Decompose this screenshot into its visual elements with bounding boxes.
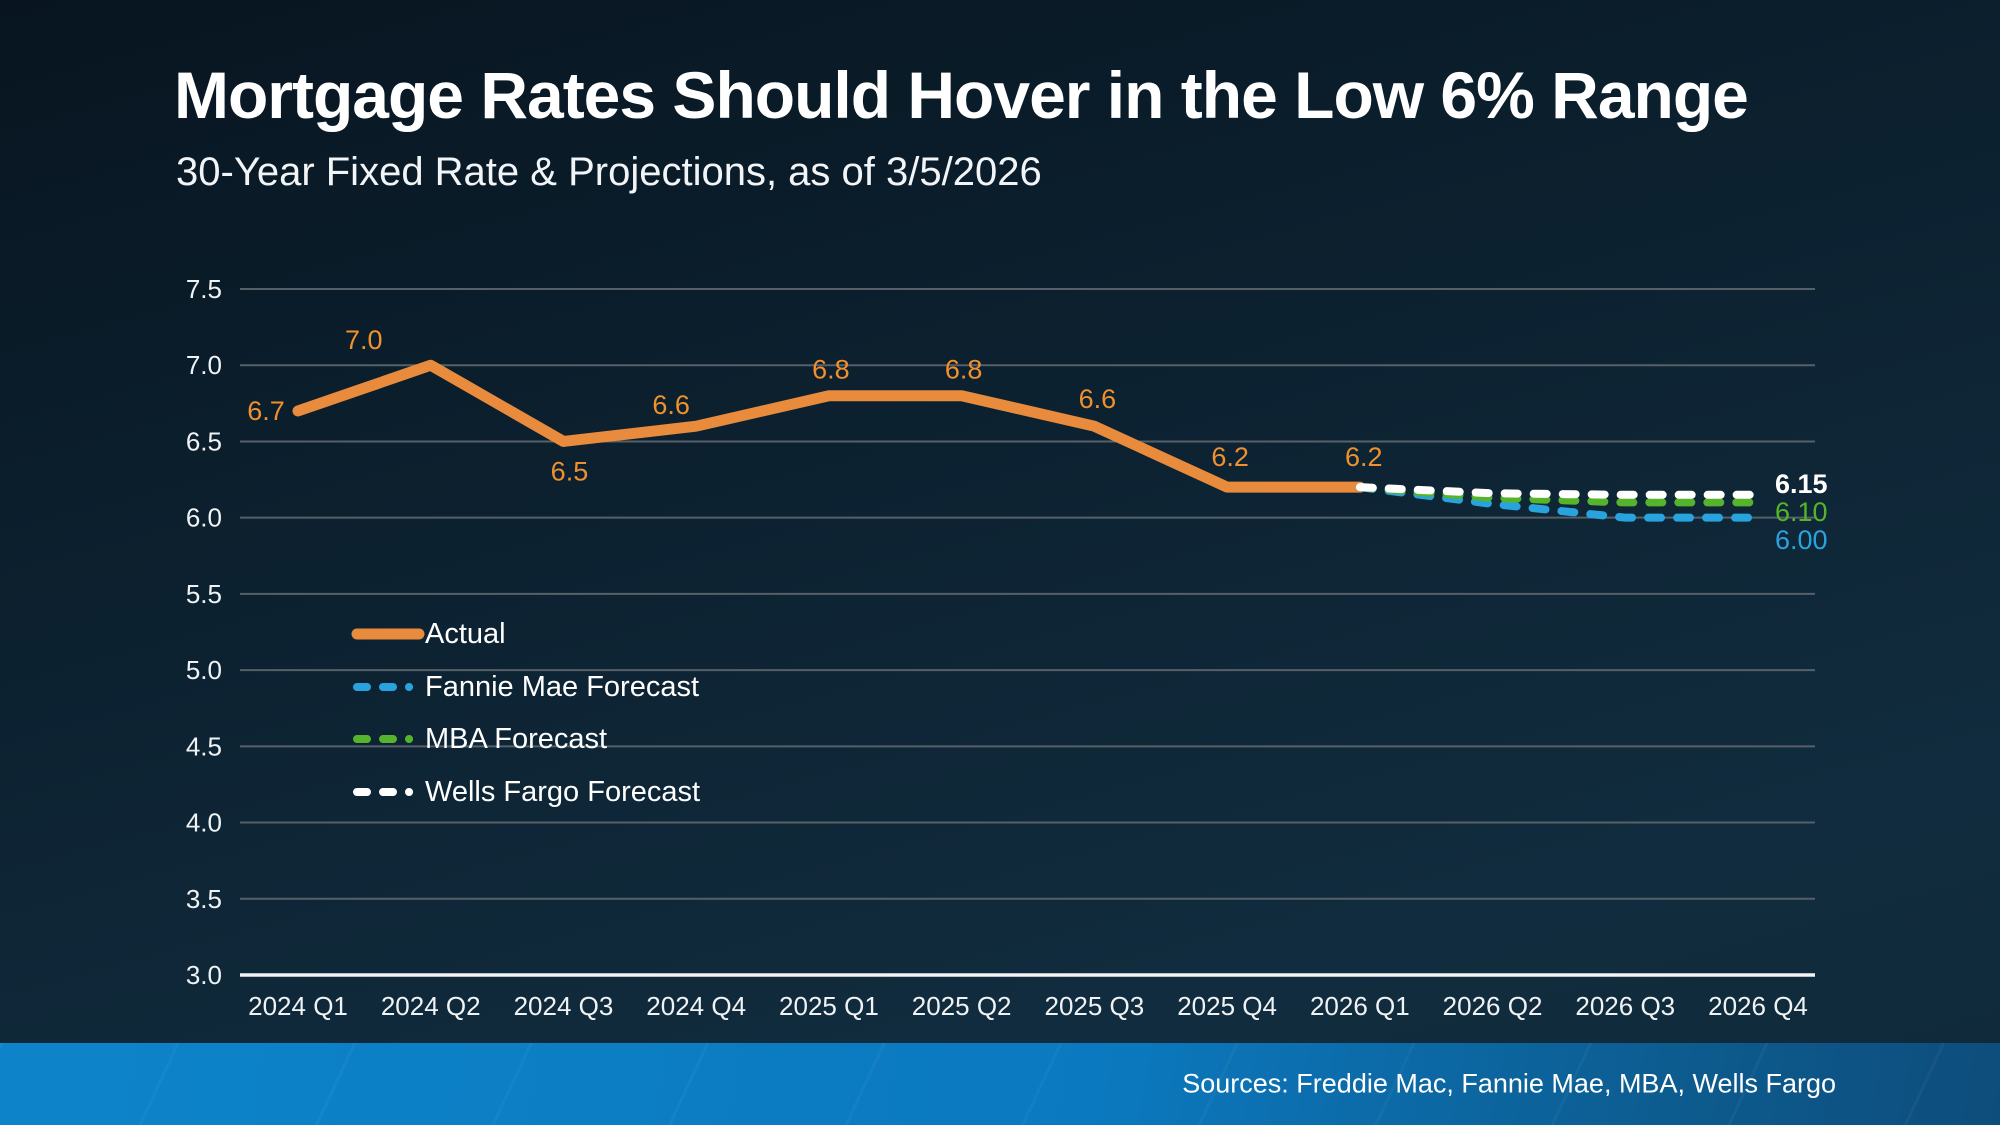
chart-subtitle: 30-Year Fixed Rate & Projections, as of … xyxy=(176,149,1042,194)
y-tick-label: 7.5 xyxy=(186,274,222,304)
x-tick-label: 2024 Q2 xyxy=(381,991,481,1021)
x-tick-label: 2024 Q1 xyxy=(248,991,348,1021)
data-label: 6.8 xyxy=(945,355,983,385)
y-tick-label: 3.0 xyxy=(186,960,222,990)
gridlines-layer: 7.5 7.0 6.5 6.0 5.5 5.0 4.5 4.0 3.5 3.0 2024 Q1 202… xyxy=(186,274,1815,1021)
data-label: 6.2 xyxy=(1345,442,1383,472)
legend-label-mba-forecast: MBA Forecast xyxy=(425,723,607,755)
data-label: 6.5 xyxy=(551,456,589,486)
chart-header: Mortgage Rates Should Hover in the Low 6… xyxy=(174,58,1749,196)
x-tick-label: 2026 Q2 xyxy=(1443,991,1543,1021)
y-tick-label: 6.0 xyxy=(186,503,222,533)
labels-layer: 6.7 7.0 6.5 6.6 6.8 6.8 6.6 6.2 6.2 6.006.106.15 xyxy=(247,325,1827,555)
y-tick-label: 5.5 xyxy=(186,579,222,609)
data-label: 6.7 xyxy=(247,396,285,426)
y-tick-label: 3.5 xyxy=(186,884,222,914)
y-tick-label: 7.0 xyxy=(186,350,222,380)
data-label: 6.8 xyxy=(812,355,850,385)
data-label: 6.6 xyxy=(1079,384,1117,414)
x-tick-label: 2024 Q4 xyxy=(646,991,746,1021)
series-line-actual xyxy=(292,359,1366,493)
data-label: 7.0 xyxy=(345,325,383,355)
data-label: 6.6 xyxy=(652,390,690,420)
page-title: Mortgage Rates Should Hover in the Low 6… xyxy=(174,58,1749,132)
sources-text: Sources: Freddie Mac, Fannie Mae, MBA, W… xyxy=(1182,1068,1836,1099)
legend-label-fannie-mae-forecast: Fannie Mae Forecast xyxy=(425,671,699,703)
x-tick-label: 2025 Q2 xyxy=(912,991,1012,1021)
series-layer xyxy=(292,359,1762,522)
x-tick-label: 2024 Q3 xyxy=(514,991,614,1021)
x-tick-label: 2026 Q3 xyxy=(1575,991,1675,1021)
footer-band: Sources: Freddie Mac, Fannie Mae, MBA, W… xyxy=(0,1043,2000,1125)
y-tick-label: 5.0 xyxy=(186,655,222,685)
x-tick-label: 2025 Q3 xyxy=(1044,991,1144,1021)
series-end-label-fannie-mae-forecast: 6.00 xyxy=(1775,525,1828,555)
legend: Actual Fannie Mae Forecast MBA Forecast Wel… xyxy=(351,618,700,808)
data-label: 6.2 xyxy=(1211,442,1249,472)
x-tick-label: 2025 Q4 xyxy=(1177,991,1277,1021)
legend-label-actual: Actual xyxy=(425,618,506,650)
y-tick-label: 4.5 xyxy=(186,731,222,761)
y-tick-label: 4.0 xyxy=(186,808,222,838)
series-end-label-mba-forecast: 6.10 xyxy=(1775,497,1828,527)
series-line-wells-fargo-forecast xyxy=(1355,483,1762,499)
legend-label-wells-fargo-forecast: Wells Fargo Forecast xyxy=(425,776,700,808)
x-tick-label: 2025 Q1 xyxy=(779,991,879,1021)
y-tick-label: 6.5 xyxy=(186,426,222,456)
x-tick-label: 2026 Q4 xyxy=(1708,991,1808,1021)
series-end-label-wells-fargo-forecast: 6.15 xyxy=(1775,469,1828,499)
x-tick-label: 2026 Q1 xyxy=(1310,991,1410,1021)
